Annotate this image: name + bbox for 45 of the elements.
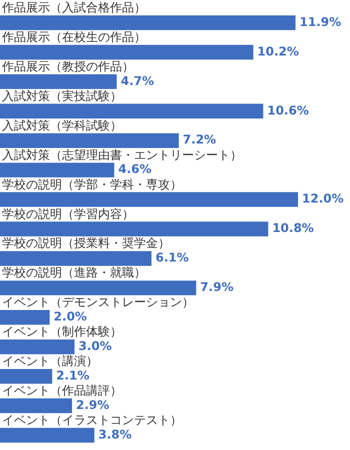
bar [0, 15, 296, 30]
bar [0, 104, 264, 118]
y-tick-label: イベント（制作体験） [2, 324, 122, 339]
data-label: 2.9% [76, 398, 110, 412]
y-tick-label: イベント（作品講評） [2, 384, 122, 398]
bar [0, 310, 50, 325]
data-label: 6.1% [155, 250, 189, 265]
bar [0, 398, 72, 414]
bar [0, 222, 268, 236]
bar [0, 44, 254, 60]
bar [0, 192, 298, 207]
bar [0, 133, 179, 148]
bar [0, 368, 52, 384]
y-tick-label: イベント（デモンストレーション） [2, 295, 194, 310]
bar [0, 428, 94, 443]
bar [0, 162, 114, 178]
data-label: 4.7% [120, 74, 154, 88]
y-tick-label: 入試対策（学科試験） [2, 118, 122, 132]
data-label: 2.0% [54, 310, 87, 324]
data-label: 11.9% [300, 14, 342, 29]
y-tick-label: 学校の説明（学部・学科・専攻） [2, 177, 182, 192]
bar [0, 280, 196, 296]
data-label: 3.0% [78, 338, 112, 353]
data-label: 12.0% [302, 192, 344, 206]
y-tick-label: 学校の説明（授業料・奨学金） [2, 236, 170, 250]
y-tick-label: 作品展示（入試合格作品） [1, 0, 146, 14]
y-tick-label: 入試対策（志望理由書・エントリーシート） [2, 148, 242, 162]
y-tick-label: 学校の説明（進路・就職） [2, 266, 146, 280]
data-label: 10.2% [257, 44, 299, 58]
y-tick-label: 学校の説明（学習内容） [2, 206, 134, 221]
bar [0, 74, 117, 90]
y-tick-label: 作品展示（教授の作品） [1, 59, 134, 74]
data-label: 4.6% [118, 162, 152, 176]
data-label: 10.8% [272, 221, 314, 236]
data-label: 7.9% [200, 280, 234, 294]
data-label: 2.1% [56, 368, 90, 382]
y-tick-label: 入試対策（実技試験） [2, 88, 122, 103]
data-label: 7.2% [182, 132, 216, 147]
y-tick-label: 作品展示（在校生の作品） [1, 30, 146, 44]
bar [0, 251, 152, 266]
data-label: 3.8% [98, 427, 132, 442]
bar [0, 340, 74, 354]
y-tick-label: イベント（イラストコンテスト） [2, 413, 182, 428]
data-label: 10.6% [267, 103, 309, 118]
y-tick-label: イベント（講演） [2, 354, 98, 368]
